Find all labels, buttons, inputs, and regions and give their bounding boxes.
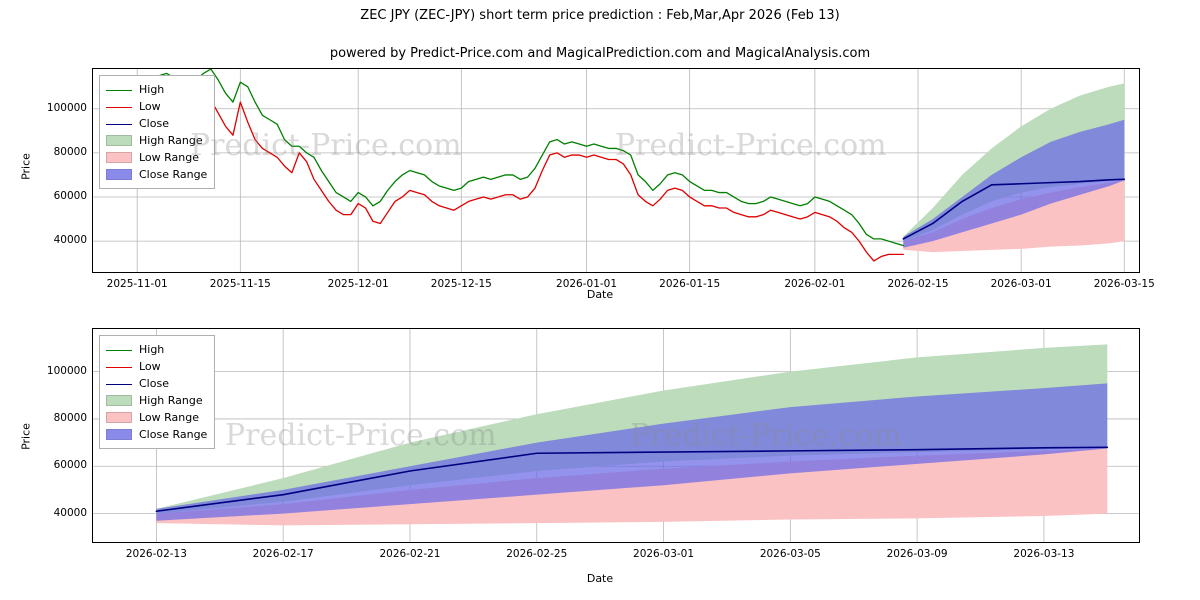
x-tick-label: 2025-12-15 <box>430 278 492 290</box>
legend-item: Low <box>106 358 207 375</box>
legend-item: Close Range <box>106 166 207 183</box>
top-plot-svg <box>93 69 1139 272</box>
x-tick-label: 2026-03-01 <box>633 548 695 560</box>
legend-line-swatch <box>106 118 132 129</box>
y-tick-label: 60000 <box>53 459 87 472</box>
legend-patch-swatch <box>106 152 132 163</box>
x-tick-label: 2026-02-13 <box>125 548 187 560</box>
x-tick-label: 2026-02-21 <box>379 548 441 560</box>
y-tick-label: 40000 <box>53 506 87 519</box>
top-chart-panel: Price Date 40000 60000 80000 100000 2025-11-… <box>0 60 1200 320</box>
x-tick-label: 2026-03-01 <box>990 278 1052 290</box>
x-tick-label: 2026-02-15 <box>887 278 949 290</box>
x-tick-label: 2026-02-25 <box>506 548 568 560</box>
x-tick-label: 2025-12-01 <box>327 278 389 290</box>
y-tick-label: 80000 <box>53 411 87 424</box>
legend-patch-swatch <box>106 412 132 423</box>
legend-item: High <box>106 81 207 98</box>
page-title: ZEC JPY (ZEC-JPY) short term price predi… <box>360 8 840 23</box>
y-tick-label: 40000 <box>53 234 87 247</box>
legend-line-swatch <box>106 84 132 95</box>
legend-item: Close <box>106 375 207 392</box>
x-tick-label: 2026-03-09 <box>886 548 948 560</box>
legend-patch-swatch <box>106 395 132 406</box>
x-tick-label: 2025-11-01 <box>106 278 168 290</box>
x-tick-label: 2026-03-15 <box>1093 278 1155 290</box>
legend-item: High <box>106 341 207 358</box>
chart-legend: High Low Close High Range Low Range Close Ran… <box>99 335 216 449</box>
top-x-axis-label: Date <box>586 288 614 301</box>
x-tick-label: 2026-01-15 <box>659 278 721 290</box>
legend-item-label: High <box>139 343 165 356</box>
page-subtitle: powered by Predict-Price.com and Magical… <box>329 46 871 61</box>
bottom-plot-area <box>92 328 1140 543</box>
legend-line-swatch <box>106 378 132 389</box>
legend-line-swatch <box>106 344 132 355</box>
x-tick-label: 2026-02-01 <box>784 278 846 290</box>
y-tick-label: 60000 <box>53 189 87 202</box>
legend-item: High Range <box>106 132 207 149</box>
chart-legend: High Low Close High Range Low Range Close Ran… <box>99 75 216 189</box>
legend-item: Low <box>106 98 207 115</box>
y-tick-label: 100000 <box>46 364 87 377</box>
legend-item-label: Low Range <box>139 151 200 164</box>
legend-patch-swatch <box>106 135 132 146</box>
y-tick-label: 100000 <box>46 101 87 114</box>
legend-patch-swatch <box>106 169 132 180</box>
x-tick-label: 2026-03-05 <box>759 548 821 560</box>
x-tick-label: 2026-01-01 <box>556 278 618 290</box>
x-tick-label: 2026-02-17 <box>252 548 314 560</box>
legend-item-label: High Range <box>139 394 203 407</box>
x-tick-label: 2026-03-13 <box>1013 548 1075 560</box>
legend-item-label: High <box>139 83 165 96</box>
legend-item-label: Low <box>139 360 161 373</box>
legend-item: Close <box>106 115 207 132</box>
legend-line-swatch <box>106 101 132 112</box>
top-plot-area <box>92 68 1140 273</box>
bottom-plot-svg <box>93 329 1139 542</box>
legend-item-label: Low <box>139 100 161 113</box>
legend-item-label: Low Range <box>139 411 200 424</box>
bottom-x-axis-label: Date <box>586 572 614 585</box>
legend-item: Close Range <box>106 426 207 443</box>
legend-line-swatch <box>106 361 132 372</box>
legend-item: Low Range <box>106 409 207 426</box>
legend-item-label: Close Range <box>139 428 208 441</box>
bottom-chart-panel: Price Date 40000 60000 80000 100000 2026-02-… <box>0 320 1200 600</box>
legend-item-label: Close <box>139 377 169 390</box>
legend-patch-swatch <box>106 429 132 440</box>
legend-item: Low Range <box>106 149 207 166</box>
y-tick-label: 80000 <box>53 145 87 158</box>
legend-item-label: Close Range <box>139 168 208 181</box>
legend-item-label: High Range <box>139 134 203 147</box>
legend-item: High Range <box>106 392 207 409</box>
legend-item-label: Close <box>139 117 169 130</box>
x-tick-label: 2025-11-15 <box>209 278 271 290</box>
